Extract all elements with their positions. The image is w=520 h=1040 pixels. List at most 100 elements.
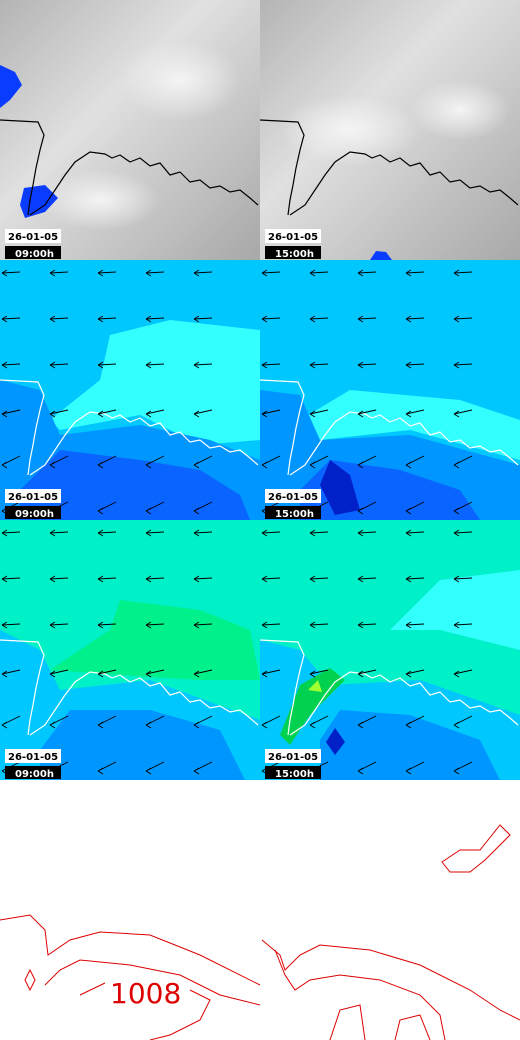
wind-arrow: [193, 455, 213, 469]
wind-arrow: [357, 761, 377, 775]
date-box: [265, 229, 321, 243]
wind-arrow: [357, 669, 377, 678]
panel-time: 09:00h: [15, 249, 54, 260]
wind-arrow: [145, 501, 165, 515]
date-box: [5, 489, 61, 503]
wind-arrow: [145, 715, 165, 729]
wind-arrow: [145, 621, 165, 629]
wind-arrow: [97, 269, 117, 277]
wind-arrow: [309, 409, 329, 418]
wind-arrow: [453, 409, 473, 418]
wind-arrow: [145, 315, 165, 323]
wind-arrow: [49, 315, 69, 323]
wind-arrow: [261, 269, 281, 277]
wind-arrow: [193, 501, 213, 515]
wind-arrow: [145, 361, 165, 369]
wind-arrow: [97, 315, 117, 323]
wind-arrow: [261, 715, 281, 729]
wind-arrow: [193, 315, 213, 323]
wind-arrow: [453, 575, 473, 583]
wind-arrow: [97, 529, 117, 537]
wind-arrow: [357, 501, 377, 515]
time-box: [5, 766, 61, 779]
wind-arrow: [309, 455, 329, 469]
wind-arrow: [97, 455, 117, 469]
wind-arrow: [49, 361, 69, 369]
wind-arrow: [453, 761, 473, 775]
panel-date: 26-01-05: [8, 492, 58, 503]
wind-arrow: [49, 621, 69, 629]
wind-arrow: [97, 409, 117, 418]
wind-arrow: [261, 315, 281, 323]
wind-arrow: [261, 575, 281, 583]
wind-arrow: [309, 529, 329, 537]
wind-arrow: [1, 269, 21, 277]
wind-arrow: [49, 575, 69, 583]
wind-arrow: [309, 669, 329, 678]
wind-arrow: [405, 455, 425, 469]
wind-arrow: [49, 409, 69, 418]
wind-arrow: [1, 715, 21, 729]
time-box: [265, 506, 321, 519]
wind-arrow: [261, 621, 281, 629]
wind-arrow: [405, 669, 425, 678]
wind-arrow: [405, 529, 425, 537]
panel-date: 26-01-05: [8, 232, 58, 243]
wind-arrow: [145, 529, 165, 537]
wind-arrow: [145, 761, 165, 775]
wind-panel-left: [0, 260, 260, 520]
wind-arrow: [357, 269, 377, 277]
wind-arrow: [193, 529, 213, 537]
panel-time: 09:00h: [15, 509, 54, 520]
wind-panel-left-2: [0, 520, 260, 780]
wind-arrow: [97, 575, 117, 583]
wind-arrow: [145, 409, 165, 418]
wind-arrow: [97, 715, 117, 729]
panel-time: 09:00h: [15, 769, 54, 780]
wind-arrow: [309, 361, 329, 369]
wind-arrow: [97, 621, 117, 629]
wind-arrow: [1, 315, 21, 323]
wind-arrow: [405, 501, 425, 515]
wind-arrow: [1, 669, 21, 678]
wind-arrow: [357, 621, 377, 629]
wind-arrow: [405, 409, 425, 418]
wind-arrow: [145, 455, 165, 469]
wind-arrow: [309, 315, 329, 323]
wind-arrow: [193, 621, 213, 629]
date-box: [5, 749, 61, 763]
wind-arrow: [193, 669, 213, 678]
wind-arrow: [405, 575, 425, 583]
time-box: [5, 246, 61, 259]
wind-arrow: [357, 361, 377, 369]
date-box: [5, 229, 61, 243]
wind-arrow: [1, 575, 21, 583]
wind-arrow: [309, 269, 329, 277]
time-box: [265, 246, 321, 259]
wind-arrow: [261, 361, 281, 369]
panel-time: 15:00h: [275, 769, 314, 780]
wind-arrow: [357, 715, 377, 729]
cloud-panel-left: [0, 0, 260, 260]
wind-arrow: [97, 669, 117, 678]
wind-arrow: [1, 529, 21, 537]
wind-arrow: [261, 529, 281, 537]
panel-date: 26-01-05: [8, 752, 58, 763]
wind-arrow: [193, 761, 213, 775]
wind-arrow: [1, 455, 21, 469]
wind-arrow: [453, 269, 473, 277]
wind-arrow: [97, 761, 117, 775]
wind-arrow: [309, 715, 329, 729]
wind-arrow: [1, 621, 21, 629]
wind-arrow: [357, 315, 377, 323]
wind-arrow: [97, 501, 117, 515]
wind-arrow: [193, 269, 213, 277]
wind-arrow: [193, 409, 213, 418]
wind-arrow: [357, 529, 377, 537]
wind-arrow: [261, 455, 281, 469]
wind-arrow: [405, 621, 425, 629]
wind-arrow: [405, 269, 425, 277]
wind-arrow: [453, 621, 473, 629]
wind-panel-right: [259, 260, 520, 520]
